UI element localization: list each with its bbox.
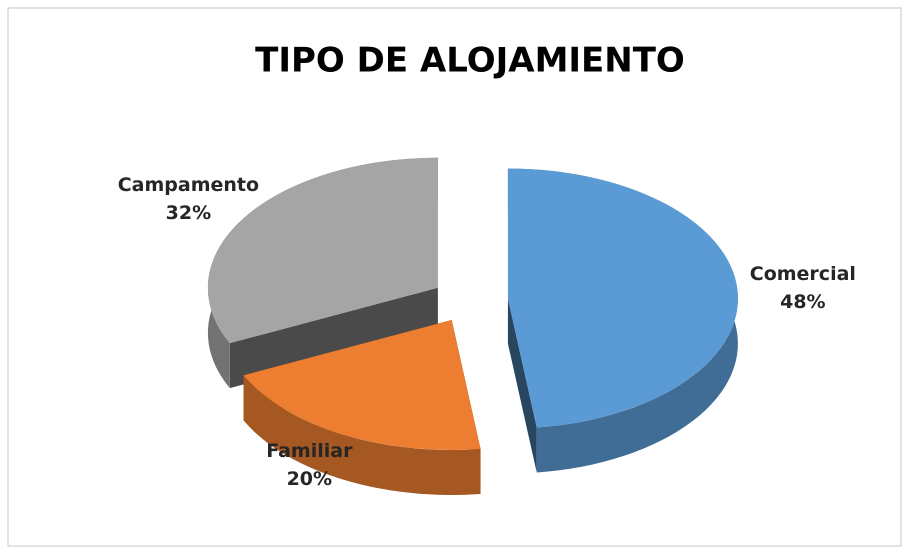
chart-title: TIPO DE ALOJAMIENTO: [255, 41, 685, 81]
data-label-category: Comercial: [750, 263, 856, 285]
data-label-value: 32%: [166, 201, 211, 223]
data-label-value: 20%: [287, 468, 332, 490]
slice: [507, 168, 738, 428]
data-label: Comercial 48%: [750, 263, 856, 313]
data-label-value: 48%: [780, 291, 825, 313]
pie: [207, 157, 738, 495]
slice: [207, 157, 438, 344]
data-label: Campamento 32%: [118, 173, 259, 223]
slice-group: [207, 157, 438, 389]
slice-cut-face: [507, 298, 537, 473]
slice: [243, 319, 481, 450]
data-label-category: Campamento: [118, 173, 259, 195]
slice-group: [243, 319, 481, 495]
data-label-category: Familiar: [266, 440, 353, 462]
slice-side: [243, 375, 481, 495]
data-label: Familiar 20%: [266, 440, 353, 490]
slice-group: [507, 168, 738, 473]
slice-cut-face: [229, 287, 438, 389]
